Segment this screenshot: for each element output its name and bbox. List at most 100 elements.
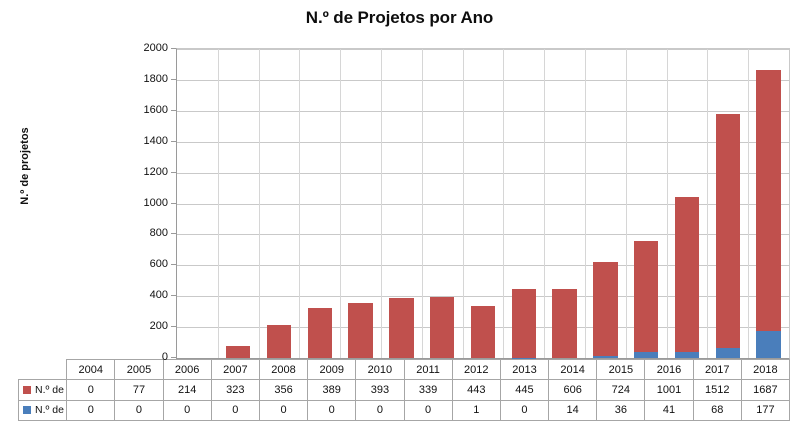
category-separator [585, 49, 586, 358]
category-separator [625, 49, 627, 358]
legend-label: N.º de Projetos Europeus [35, 383, 66, 396]
bar-column-2013[interactable] [552, 49, 577, 358]
table-year-header: 2007 [210, 358, 260, 381]
bar-segment-europeus[interactable] [348, 303, 373, 358]
bar-segment-europeus[interactable] [266, 324, 292, 358]
bar-segment-europeus[interactable] [511, 289, 537, 358]
bar-segment-nacionais[interactable] [756, 330, 781, 358]
table-cell: 393 [355, 379, 405, 401]
table-cell: 0 [66, 399, 116, 422]
table-cell: 724 [596, 379, 646, 401]
gridline [177, 141, 789, 143]
gridline [177, 265, 789, 267]
bar-segment-europeus[interactable] [470, 305, 496, 358]
table-year-header: 2016 [644, 358, 694, 381]
chart-title: N.º de Projetos por Ano [305, 8, 494, 27]
table-cell: 0 [355, 399, 405, 422]
y-tick-mark [171, 233, 176, 235]
bar-segment-europeus[interactable] [593, 262, 618, 356]
category-separator [666, 49, 668, 358]
y-tick-label: 1200 [143, 165, 168, 178]
bar-segment-europeus[interactable] [307, 308, 333, 358]
table-cell: 1512 [692, 379, 742, 401]
table-cell: 0 [307, 399, 357, 422]
bar-column-2014[interactable] [593, 49, 618, 358]
gridline [177, 296, 789, 298]
category-separator [503, 49, 505, 358]
bar-segment-europeus[interactable] [715, 113, 741, 348]
table-cell: 0 [258, 399, 309, 422]
category-separator [421, 49, 423, 358]
y-tick-mark [171, 109, 176, 111]
gridline [177, 110, 789, 112]
bar-segment-nacionais[interactable] [715, 347, 741, 358]
y-tick-label: 1400 [143, 134, 168, 147]
table-cell: 0 [66, 379, 116, 401]
bar-column-2017[interactable] [715, 49, 741, 358]
gridline [177, 358, 789, 359]
gridline [177, 79, 789, 81]
category-separator [544, 49, 546, 358]
table-cell: 0 [114, 399, 164, 422]
bar-column-2010[interactable] [429, 49, 455, 358]
table-cell: 0 [499, 399, 550, 422]
bar-column-2009[interactable] [389, 49, 414, 358]
table-corner-blank [18, 359, 68, 380]
bar-segment-europeus[interactable] [633, 240, 659, 353]
bar-column-2015[interactable] [633, 49, 659, 358]
table-year-header: 2008 [258, 358, 309, 381]
bar-column-2006[interactable] [266, 49, 292, 358]
bar-column-2011[interactable] [470, 49, 496, 358]
table-year-header: 2006 [162, 358, 212, 381]
bar-segment-europeus[interactable] [389, 297, 414, 358]
category-separator [748, 49, 750, 358]
gridline [177, 49, 789, 50]
bar-segment-nacionais[interactable] [593, 355, 618, 358]
bar-column-2008[interactable] [348, 49, 373, 358]
table-cell: 1 [451, 399, 501, 422]
bar-segment-nacionais[interactable] [674, 351, 700, 358]
table-cell: 443 [451, 379, 501, 401]
bar-segment-nacionais[interactable] [633, 352, 659, 358]
category-separator [707, 49, 709, 358]
table-cell: 445 [499, 379, 550, 401]
table-cell: 356 [258, 379, 309, 401]
bar-column-2012[interactable] [511, 49, 537, 358]
legend-swatch-icon [23, 406, 31, 415]
table-year-header: 2014 [548, 358, 598, 381]
plot-area [176, 48, 790, 359]
bar-segment-europeus[interactable] [429, 297, 455, 358]
table-row: N.º de Projetos Europeus0772143233563893… [17, 379, 791, 401]
bar-column-2005[interactable] [225, 49, 251, 358]
category-separator [462, 49, 464, 358]
category-separator [381, 49, 382, 358]
bar-segment-europeus[interactable] [225, 346, 251, 358]
bar-column-2007[interactable] [307, 49, 333, 358]
table-cell: 177 [740, 399, 791, 422]
table-row: N.º de Projetos Nacionais000000001014364… [17, 399, 791, 422]
legend-swatch-icon [23, 385, 31, 394]
bar-segment-europeus[interactable] [756, 70, 781, 331]
y-tick-label: 400 [149, 289, 168, 302]
table-year-header: 2012 [451, 358, 501, 381]
table-cell: 323 [210, 379, 260, 401]
table-cell: 1687 [740, 379, 791, 401]
bar-segment-europeus[interactable] [674, 197, 700, 352]
y-tick-mark [171, 48, 176, 49]
table-cell: 36 [596, 399, 646, 422]
table-year-header: 2013 [499, 358, 550, 381]
bar-column-2016[interactable] [674, 49, 700, 358]
table-cell: 214 [162, 379, 212, 401]
table-year-header: 2011 [403, 358, 453, 381]
table-cell: 68 [692, 399, 742, 422]
legend-entry-nacionais: N.º de Projetos Nacionais [17, 399, 68, 422]
y-tick-label: 800 [149, 227, 168, 240]
y-tick-label: 200 [149, 320, 168, 333]
table-year-header: 2017 [692, 358, 742, 381]
table-year-header: 2009 [307, 358, 357, 381]
y-tick-label: 600 [149, 258, 168, 271]
table-cell: 339 [403, 379, 453, 401]
bar-segment-europeus[interactable] [552, 289, 577, 358]
y-axis-title: N.º de projetos [19, 127, 31, 205]
bar-column-2018[interactable] [756, 49, 781, 358]
